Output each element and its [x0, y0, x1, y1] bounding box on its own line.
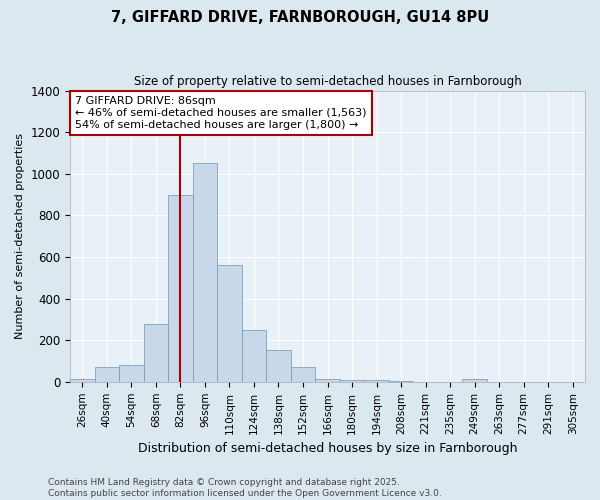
Bar	[217, 266, 242, 382]
Bar	[364, 380, 389, 382]
Bar	[315, 378, 340, 382]
Bar	[463, 378, 487, 382]
Bar	[95, 368, 119, 382]
Text: 7 GIFFARD DRIVE: 86sqm
← 46% of semi-detached houses are smaller (1,563)
54% of : 7 GIFFARD DRIVE: 86sqm ← 46% of semi-det…	[75, 96, 367, 130]
Bar	[340, 380, 364, 382]
Bar	[193, 164, 217, 382]
Bar	[291, 368, 315, 382]
Text: 7, GIFFARD DRIVE, FARNBOROUGH, GU14 8PU: 7, GIFFARD DRIVE, FARNBOROUGH, GU14 8PU	[111, 10, 489, 25]
Bar	[119, 365, 143, 382]
Title: Size of property relative to semi-detached houses in Farnborough: Size of property relative to semi-detach…	[134, 75, 521, 88]
Bar	[242, 330, 266, 382]
Y-axis label: Number of semi-detached properties: Number of semi-detached properties	[15, 133, 25, 339]
Bar	[168, 194, 193, 382]
Bar	[266, 350, 291, 382]
Bar	[389, 381, 413, 382]
Bar	[70, 378, 95, 382]
Text: Contains HM Land Registry data © Crown copyright and database right 2025.
Contai: Contains HM Land Registry data © Crown c…	[48, 478, 442, 498]
X-axis label: Distribution of semi-detached houses by size in Farnborough: Distribution of semi-detached houses by …	[138, 442, 517, 455]
Bar	[143, 324, 168, 382]
